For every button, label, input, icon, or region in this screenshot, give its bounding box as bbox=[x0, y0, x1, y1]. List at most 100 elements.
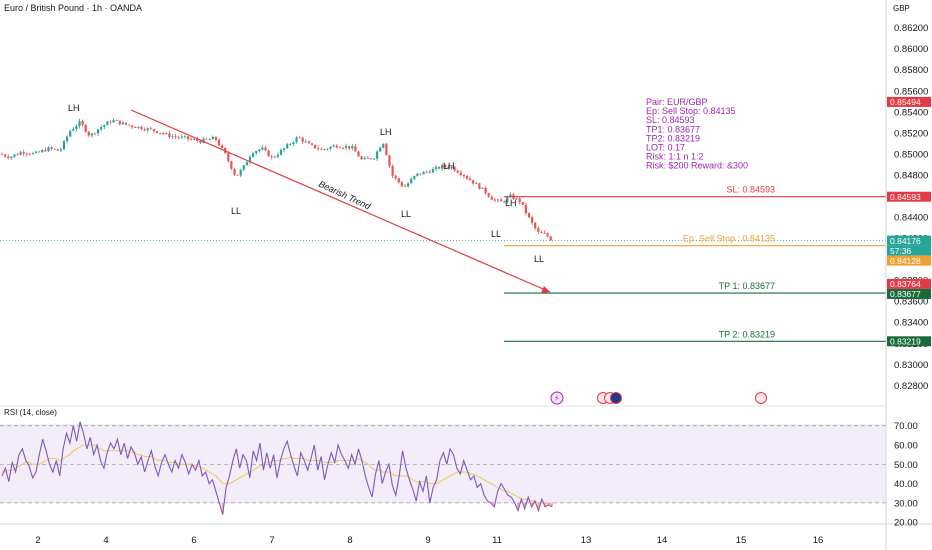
candle-body bbox=[397, 178, 400, 183]
price-axis[interactable]: 0.86200 0.86000 0.85800 0.85600 0.85400 0.852… bbox=[885, 0, 931, 550]
candle-body bbox=[16, 154, 19, 156]
candle-body bbox=[515, 198, 518, 200]
candle-body bbox=[283, 148, 286, 150]
candle-body bbox=[310, 143, 314, 145]
candle-body bbox=[22, 152, 25, 154]
candle-body bbox=[236, 174, 239, 176]
time-tick-label: 9 bbox=[425, 535, 430, 546]
candle-body bbox=[304, 141, 307, 143]
candle-body bbox=[4, 154, 7, 157]
candle-body bbox=[456, 170, 459, 173]
candle-body bbox=[75, 126, 78, 129]
candle-body bbox=[168, 133, 171, 138]
candle-body bbox=[469, 178, 472, 181]
candle-body bbox=[376, 151, 379, 159]
candle-body bbox=[66, 136, 69, 142]
price-label-box bbox=[887, 96, 931, 107]
rsi-tick-label: 60.00 bbox=[894, 441, 918, 452]
currency-label[interactable]: GBP bbox=[893, 4, 910, 13]
candle-body bbox=[131, 125, 134, 127]
time-tick-label: 11 bbox=[492, 535, 502, 546]
candle-body bbox=[434, 166, 438, 169]
candle-body bbox=[233, 168, 236, 175]
swing-label: LH bbox=[68, 103, 80, 113]
candle-body bbox=[428, 171, 431, 173]
candle-body bbox=[165, 133, 168, 135]
candle-body bbox=[100, 127, 103, 130]
time-axis[interactable]: 2 4 6 7 8 9 11 13 14 15 16 bbox=[35, 535, 823, 546]
candle-body bbox=[177, 136, 180, 138]
price-tick-label: 0.86000 bbox=[894, 44, 928, 55]
candle-body bbox=[264, 147, 267, 151]
lightning-event-icon[interactable] bbox=[550, 391, 564, 405]
candle-body bbox=[292, 142, 295, 145]
uk-flag-icon[interactable] bbox=[755, 392, 767, 404]
rsi-band bbox=[0, 424, 886, 503]
candle-body bbox=[202, 138, 205, 143]
candle-body bbox=[360, 156, 363, 160]
chart-title: Euro / British Pound · 1h · OANDA bbox=[4, 3, 143, 13]
candle-body bbox=[84, 124, 87, 132]
candle-body bbox=[407, 183, 410, 187]
candle-body bbox=[208, 139, 211, 140]
price-tick-label: 0.84400 bbox=[894, 213, 928, 224]
candles bbox=[0, 117, 552, 241]
candle-body bbox=[53, 148, 56, 150]
candle-body bbox=[351, 146, 354, 149]
candle-body bbox=[394, 175, 397, 179]
price-label-box bbox=[887, 245, 931, 256]
candle-body bbox=[521, 202, 524, 205]
price-tick-label: 0.85600 bbox=[894, 86, 928, 97]
candle-body bbox=[543, 233, 546, 234]
price-tick-label: 0.83400 bbox=[894, 318, 928, 329]
candle-body bbox=[403, 186, 407, 188]
candle-body bbox=[69, 130, 72, 137]
info-line: SL: 0.84593 bbox=[646, 115, 695, 125]
candle-body bbox=[518, 198, 521, 203]
candle-body bbox=[487, 193, 490, 197]
price-tick-label: 0.85800 bbox=[894, 65, 928, 76]
candle-body bbox=[87, 131, 90, 136]
candle-body bbox=[332, 145, 335, 147]
candle-body bbox=[348, 146, 351, 149]
candle-body bbox=[230, 161, 233, 169]
candle-body bbox=[50, 147, 53, 149]
candle-body bbox=[438, 166, 441, 169]
candle-body bbox=[118, 120, 121, 125]
info-line: Pair: EUR/GBP bbox=[646, 97, 708, 107]
candle-body bbox=[186, 136, 190, 139]
info-line: TP1: 0.83677 bbox=[646, 124, 700, 134]
candle-body bbox=[28, 153, 31, 155]
time-tick-label: 6 bbox=[191, 535, 196, 546]
eu-flag-icon[interactable] bbox=[610, 392, 622, 404]
candle-body bbox=[441, 165, 444, 169]
candle-body bbox=[500, 199, 503, 202]
candle-body bbox=[546, 233, 549, 237]
info-line: Risk: 1:1 n 1:2 bbox=[646, 152, 704, 162]
candle-body bbox=[258, 149, 261, 152]
candle-body bbox=[295, 137, 298, 143]
candle-body bbox=[372, 158, 376, 160]
price-tick-label: 0.83600 bbox=[894, 297, 928, 308]
swing-label: LL bbox=[534, 254, 544, 264]
rsi-tick-label: 50.00 bbox=[894, 460, 918, 471]
candle-body bbox=[25, 153, 28, 155]
event-icons: ⚡ bbox=[550, 391, 767, 405]
candle-body bbox=[19, 152, 22, 155]
swing-label: LL bbox=[401, 209, 411, 219]
candle-body bbox=[357, 151, 360, 157]
candle-body bbox=[159, 132, 162, 134]
time-tick-label: 8 bbox=[347, 535, 352, 546]
price-tick-label: 0.82800 bbox=[894, 381, 928, 392]
candle-body bbox=[363, 157, 366, 160]
candle-body bbox=[270, 156, 273, 158]
candle-body bbox=[527, 213, 531, 218]
candle-body bbox=[323, 149, 326, 150]
candle-body bbox=[314, 144, 317, 149]
time-tick-label: 13 bbox=[581, 535, 592, 546]
candle-body bbox=[199, 140, 202, 143]
candle-body bbox=[484, 187, 487, 194]
candle-body bbox=[255, 151, 258, 154]
candle-body bbox=[493, 199, 496, 201]
